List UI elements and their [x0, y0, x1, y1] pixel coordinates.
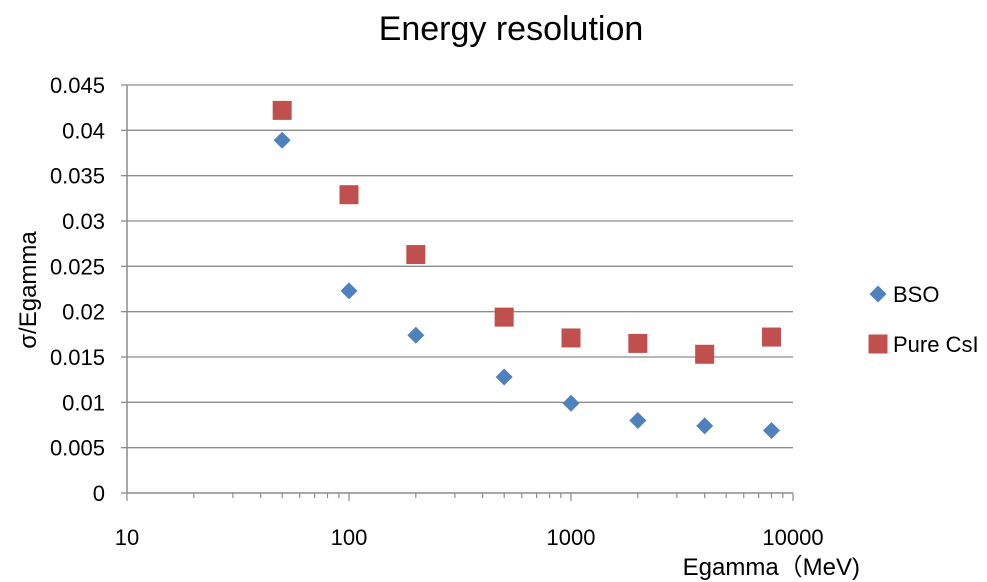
data-point-pure-csi — [695, 344, 715, 364]
y-tick-label: 0.03 — [62, 209, 105, 234]
legend: BSO Pure CsI — [868, 282, 979, 357]
data-point-bso — [762, 421, 780, 439]
y-tick-label: 0.02 — [62, 300, 105, 325]
data-point-bso — [629, 411, 647, 429]
legend-label-bso: BSO — [893, 282, 939, 307]
y-tick-label: 0 — [93, 481, 105, 506]
x-tick-label: 1000 — [547, 525, 596, 550]
data-point-bso — [696, 417, 714, 435]
y-tick-label: 0.015 — [50, 345, 105, 370]
data-point-pure-csi — [561, 328, 581, 348]
x-tick-label: 10 — [115, 525, 139, 550]
y-tick-label: 0.045 — [50, 73, 105, 98]
x-axis-label: Egamma（MeV) — [683, 554, 860, 581]
data-point-bso — [273, 131, 291, 149]
data-point-bso — [340, 282, 358, 300]
chart-title: Energy resolution — [379, 10, 644, 48]
y-tick-label: 0.005 — [50, 436, 105, 461]
legend-label-pure-csi: Pure CsI — [893, 332, 979, 357]
y-tick-label: 0.035 — [50, 164, 105, 189]
y-tick-label: 0.025 — [50, 254, 105, 279]
legend-marker-bso — [869, 285, 887, 303]
x-tick-label: 100 — [331, 525, 368, 550]
data-point-pure-csi — [628, 333, 648, 353]
data-point-bso — [562, 394, 580, 412]
y-tick-label: 0.01 — [62, 390, 105, 415]
y-axis-label: σ/Egamma — [15, 231, 42, 349]
axes — [121, 84, 794, 501]
data-points — [272, 100, 781, 439]
data-point-bso — [495, 368, 513, 386]
data-point-pure-csi — [339, 185, 359, 205]
legend-marker-pure-csi — [868, 334, 888, 354]
grid-lines — [127, 84, 793, 449]
x-tick-label: 10000 — [762, 525, 823, 550]
data-point-pure-csi — [272, 100, 292, 120]
data-point-pure-csi — [494, 307, 514, 327]
y-tick-labels: 0 0.005 0.01 0.015 0.02 0.025 0.03 0.035 0.04 0.0… — [50, 73, 105, 506]
data-point-bso — [407, 326, 425, 344]
data-point-pure-csi — [761, 327, 781, 347]
data-point-pure-csi — [406, 245, 426, 265]
x-tick-labels: 10 100 1000 10000 — [115, 525, 824, 550]
y-tick-label: 0.04 — [62, 118, 105, 143]
